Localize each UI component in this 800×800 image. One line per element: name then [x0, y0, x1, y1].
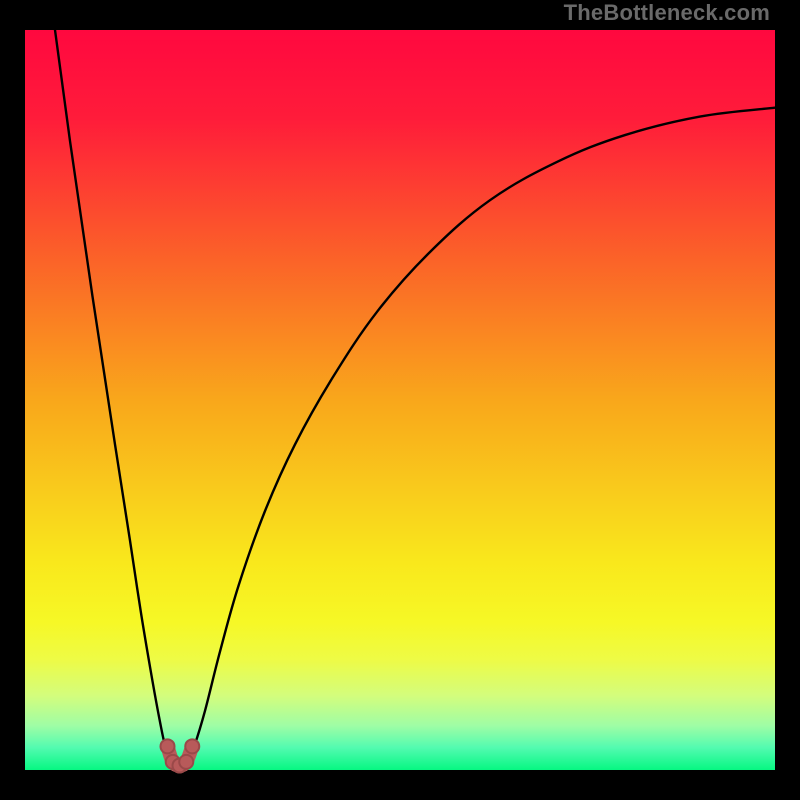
watermark-text: TheBottleneck.com [564, 0, 770, 26]
valley-marker [185, 739, 199, 753]
valley-marker [161, 739, 175, 753]
gradient-background [25, 30, 775, 770]
valley-marker [179, 755, 193, 769]
bottleneck-chart [0, 0, 800, 800]
chart-stage: TheBottleneck.com [0, 0, 800, 800]
